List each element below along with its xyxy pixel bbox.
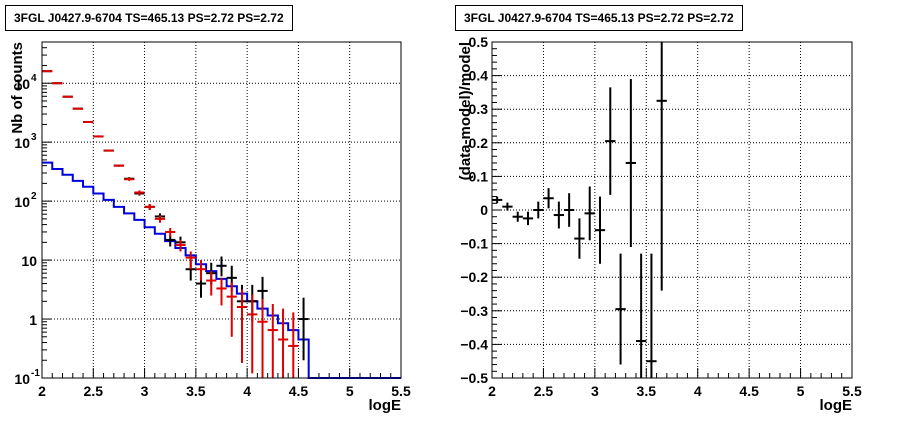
residual-point [502,202,513,211]
y-tick-label-left: 10 [14,135,30,151]
y-tick-label-right: −0.5 [460,370,488,386]
x-tick-label-left: 5 [346,383,354,399]
residual-point [543,188,554,209]
x-axis-label-right: logE [820,397,853,414]
residual-point [512,211,523,222]
residual-point [522,211,534,226]
model-series-point [134,190,145,195]
residual-point [636,253,647,378]
x-tick-label-left: 5.5 [391,383,411,399]
model-series-point [206,271,217,296]
model-series-point [165,228,176,237]
x-tick-label-right: 5.5 [842,383,862,399]
residual-point [533,201,544,219]
chart-title-right: 3FGL J0427.9-6704 TS=465.13 PS=2.72 PS=2… [455,5,743,31]
x-tick-label-right: 4 [694,383,702,399]
x-tick-label-right: 2 [488,383,496,399]
plot-frame-left [41,41,402,379]
x-tick-label-right: 3.5 [637,383,657,399]
model-series-point [288,312,299,378]
y-tick-label-right: 0.3 [469,101,489,117]
model-series-point [175,239,186,252]
model-series-point [62,95,73,98]
x-tick-label-right: 5 [797,383,805,399]
model-series-point [124,177,135,181]
y-tick-label-right: 0 [480,202,488,218]
x-tick-label-right: 3 [591,383,599,399]
residual-point [625,78,636,247]
y-tick-label-right: 0.5 [469,34,489,50]
residual-point [656,42,667,291]
residual-point [615,253,626,365]
model-series-point [247,294,258,374]
model-series-point [52,82,63,85]
model-series-point [93,135,104,138]
model-series-point [195,260,207,281]
model-series-point [113,164,125,167]
y-tick-label-exp-left: 4 [31,73,37,84]
model-series-point [277,308,289,378]
x-tick-label-left: 4 [243,383,251,399]
residual-point [594,196,606,264]
y-tick-label-left: 10 [21,253,37,269]
x-tick-label-right: 2.5 [534,383,554,399]
y-tick-label-exp-left: -1 [31,368,40,379]
model-series-point [42,70,53,73]
y-tick-label-right: 0.1 [469,168,489,184]
model-series-point [83,120,94,123]
x-tick-label-left: 2.5 [84,383,104,399]
x-tick-label-left: 3 [141,383,149,399]
residual-point [492,196,503,204]
y-tick-label-right: −0.2 [460,269,488,285]
data-series-point [298,297,309,361]
model-series-point [144,204,155,210]
y-tick-label-exp-left: 2 [31,191,37,202]
y-tick-label-right: −0.3 [460,303,488,319]
residual-point [574,218,585,259]
x-axis-label-left: logE [369,397,402,414]
model-series-point [267,303,278,378]
x-tick-label-right: 4.5 [739,383,759,399]
residual-point [646,253,657,378]
x-tick-label-left: 2 [38,383,46,399]
model-series-point [103,149,114,152]
model-series-point [257,298,268,378]
y-tick-label-right: 0.4 [469,68,489,84]
y-tick-label-left: 1 [29,312,37,328]
y-tick-label-left: 10 [14,76,30,92]
model-series-point [185,251,196,270]
model-series-point [226,282,237,337]
residual-point [564,193,575,227]
residual-point [605,87,616,195]
x-tick-label-left: 3.5 [186,383,206,399]
y-tick-label-left: 10 [14,194,30,210]
chart-title-left: 3FGL J0427.9-6704 TS=465.13 PS=2.72 PS=2… [5,5,293,31]
y-axis-label-right: (data-model)/model [457,42,474,180]
plot-area-left [42,42,401,378]
y-axis-label-left: Nb of counts [9,42,26,134]
model-series-point [72,107,84,110]
y-tick-label-right: −0.4 [460,336,488,352]
model-series-point [216,277,227,306]
y-tick-label-exp-left: 3 [31,132,37,143]
y-tick-label-left: 10 [14,371,30,387]
data-series-point [165,234,176,247]
y-tick-label-right: −0.1 [460,236,488,252]
residual-point [553,201,564,229]
x-tick-label-left: 4.5 [289,383,309,399]
y-tick-label-right: 0.2 [469,135,489,151]
data-series-point [216,256,227,277]
residual-point [584,186,595,241]
model-series-point [236,289,248,363]
plot-frame-right [491,41,853,379]
model-series-point [154,215,166,223]
